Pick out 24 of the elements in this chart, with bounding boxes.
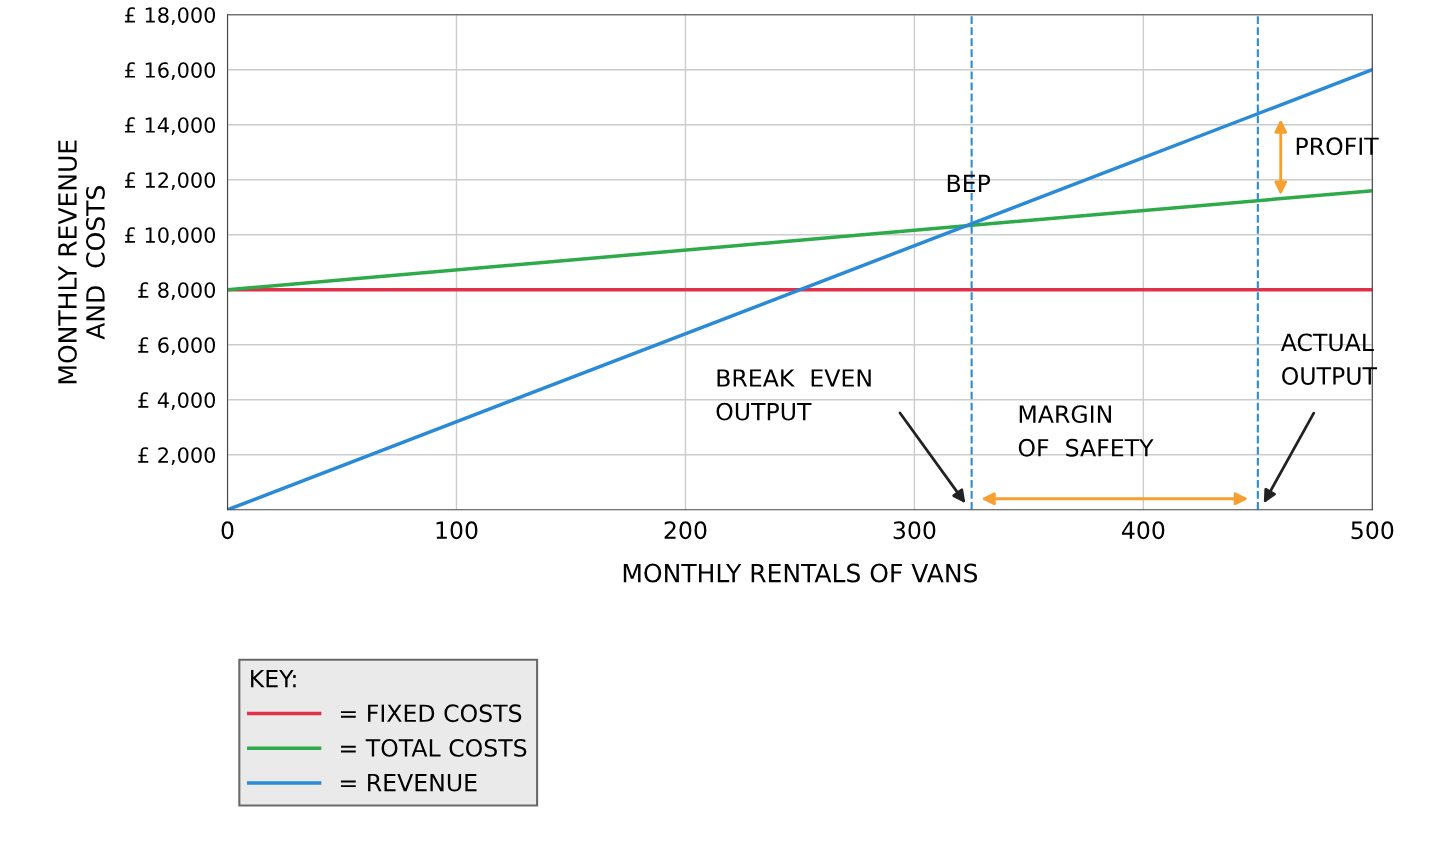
- x-axis-title: MONTHLY RENTALS OF VANS: [623, 563, 978, 583]
- x-tick-label: 100: [436, 521, 478, 540]
- y-axis-title: MONTHLY REVENUE AND COSTS: [58, 140, 105, 384]
- y-tick-label: £ 18,000: [124, 7, 216, 26]
- annotation: MARGIN OF SAFETY: [1018, 405, 1154, 457]
- annotation: BEP: [947, 174, 991, 192]
- annotation: BREAK EVEN OUTPUT: [716, 369, 871, 421]
- y-tick-label: £ 8,000: [138, 282, 216, 301]
- legend-title: KEY:: [251, 669, 296, 688]
- x-tick-label: 400: [1121, 521, 1165, 540]
- legend-label: = TOTAL COSTS: [340, 738, 527, 757]
- x-tick-label: 0: [221, 521, 234, 540]
- y-tick-label: £ 14,000: [124, 117, 216, 136]
- legend-label: = FIXED COSTS: [340, 704, 522, 723]
- legend-label: = REVENUE: [340, 773, 477, 792]
- y-tick-label: £ 10,000: [124, 227, 216, 246]
- y-tick-label: £ 12,000: [124, 172, 216, 191]
- x-tick-label: 500: [1351, 521, 1394, 540]
- y-tick-label: £ 6,000: [138, 337, 216, 356]
- y-tick-label: £ 16,000: [124, 62, 216, 81]
- x-tick-label: 300: [893, 521, 936, 540]
- y-tick-label: £ 4,000: [138, 392, 216, 411]
- x-tick-label: 200: [664, 521, 707, 540]
- y-tick-label: £ 2,000: [138, 447, 216, 466]
